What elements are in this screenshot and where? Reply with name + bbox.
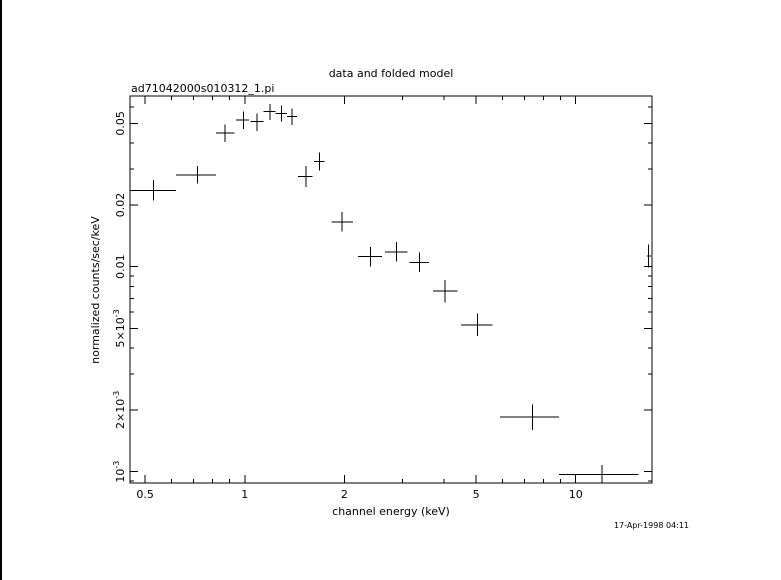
data-point bbox=[275, 105, 287, 122]
data-point bbox=[286, 108, 298, 126]
chart-title: data and folded model bbox=[329, 67, 454, 80]
data-point bbox=[314, 152, 325, 171]
data-point bbox=[263, 104, 276, 120]
chart-subtitle: ad71042000s010312_1.pi bbox=[131, 82, 274, 95]
window-left-border bbox=[0, 0, 2, 580]
data-point bbox=[235, 111, 250, 129]
y-tick-label: 2×10-3 bbox=[112, 391, 127, 429]
x-tick-label: 5 bbox=[473, 488, 480, 501]
x-tick-label: 2 bbox=[341, 488, 348, 501]
data-point bbox=[176, 165, 217, 184]
data-point bbox=[250, 113, 264, 131]
y-tick-label: 10-3 bbox=[112, 461, 127, 483]
x-axis-label: channel energy (keV) bbox=[332, 505, 450, 518]
y-tick-label: 5×10-3 bbox=[112, 309, 127, 347]
y-tick-label: 0.02 bbox=[114, 193, 127, 218]
data-point bbox=[358, 246, 383, 267]
data-point bbox=[384, 241, 408, 262]
data-point bbox=[499, 404, 559, 430]
data-point bbox=[216, 124, 235, 143]
x-tick-label: 10 bbox=[569, 488, 583, 501]
data-point bbox=[558, 464, 639, 483]
data-point bbox=[331, 211, 353, 232]
axis-ticks bbox=[130, 96, 652, 483]
y-tick-label: 0.01 bbox=[114, 254, 127, 279]
data-point bbox=[130, 179, 177, 201]
data-points bbox=[130, 104, 652, 483]
x-tick-label: 0.5 bbox=[136, 488, 154, 501]
x-tick-labels: 0.5 1 2 5 10 bbox=[136, 488, 582, 501]
data-point bbox=[409, 252, 429, 273]
data-point bbox=[432, 280, 458, 303]
y-axis-label: normalized counts/sec/keV bbox=[89, 216, 102, 364]
data-point bbox=[460, 313, 493, 336]
plot-frame bbox=[129, 95, 653, 484]
y-tick-label: 0.05 bbox=[114, 111, 127, 136]
x-tick-label: 1 bbox=[241, 488, 248, 501]
data-point bbox=[298, 165, 313, 187]
y-tick-labels: 0.05 0.02 0.01 5×10-3 2×10-3 10-3 bbox=[112, 111, 127, 482]
data-point bbox=[646, 244, 652, 268]
timestamp-label: 17-Apr-1998 04:11 bbox=[614, 521, 689, 530]
